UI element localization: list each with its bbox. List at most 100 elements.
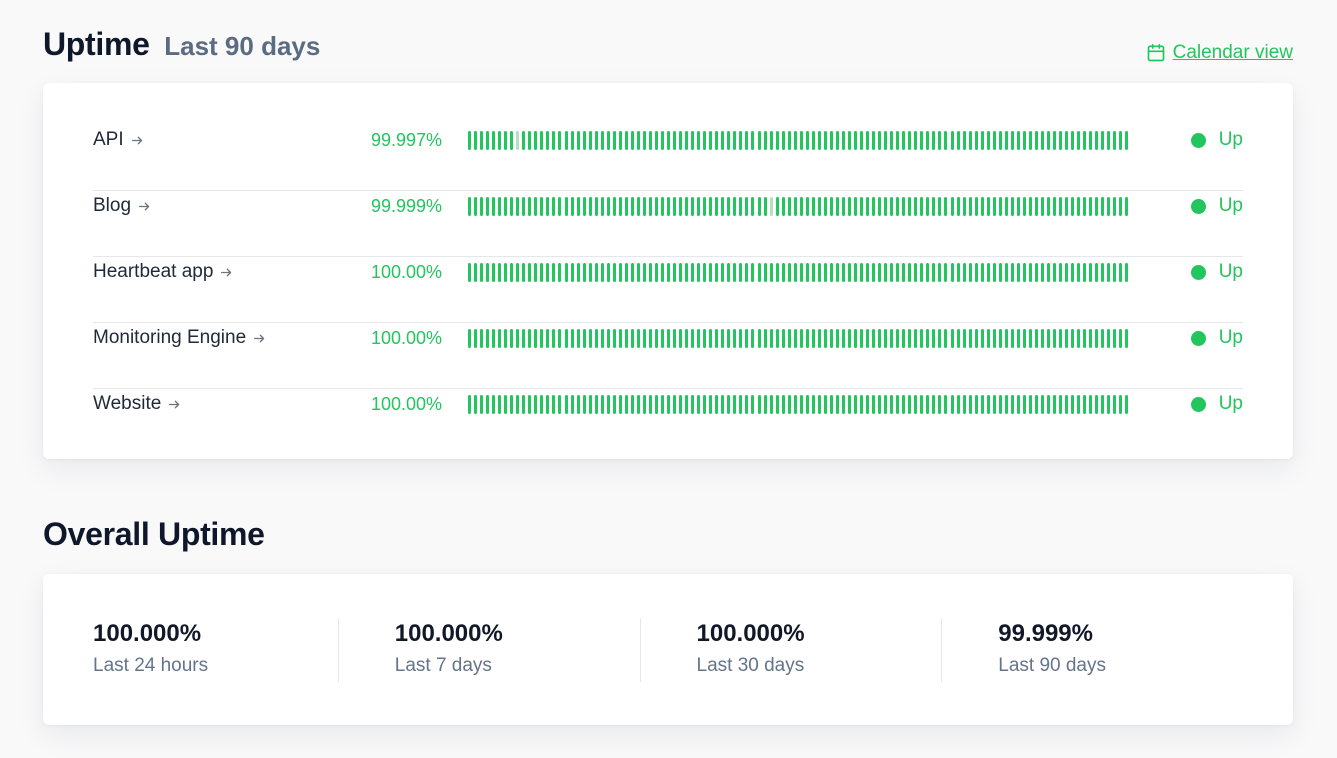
uptime-day-bar[interactable]	[618, 131, 622, 150]
uptime-day-bar[interactable]	[703, 395, 707, 414]
uptime-day-bar[interactable]	[570, 395, 574, 414]
uptime-day-bar[interactable]	[902, 329, 906, 348]
uptime-day-bar[interactable]	[998, 263, 1002, 282]
uptime-day-bar[interactable]	[920, 329, 924, 348]
uptime-day-bar[interactable]	[721, 329, 725, 348]
uptime-day-bar[interactable]	[673, 197, 677, 216]
uptime-day-bar[interactable]	[944, 197, 948, 216]
uptime-day-bar[interactable]	[516, 395, 520, 414]
uptime-day-bar[interactable]	[1022, 131, 1026, 150]
uptime-day-bar[interactable]	[727, 197, 731, 216]
uptime-day-bar[interactable]	[1083, 329, 1087, 348]
uptime-day-bar[interactable]	[510, 197, 514, 216]
uptime-day-bar[interactable]	[860, 131, 864, 150]
uptime-day-bar[interactable]	[1040, 329, 1044, 348]
uptime-day-bar[interactable]	[618, 263, 622, 282]
uptime-day-bar[interactable]	[600, 395, 604, 414]
uptime-day-bar[interactable]	[829, 131, 833, 150]
uptime-day-bar[interactable]	[896, 395, 900, 414]
uptime-day-bar[interactable]	[872, 263, 876, 282]
uptime-day-bar[interactable]	[1071, 197, 1075, 216]
uptime-day-bar[interactable]	[1004, 395, 1008, 414]
calendar-view-link[interactable]: Calendar view	[1146, 42, 1293, 64]
uptime-day-bar[interactable]	[522, 263, 526, 282]
uptime-day-bar[interactable]	[817, 329, 821, 348]
uptime-day-bar[interactable]	[769, 197, 773, 216]
uptime-day-bar[interactable]	[775, 197, 779, 216]
uptime-day-bar[interactable]	[564, 263, 568, 282]
uptime-day-bar[interactable]	[817, 131, 821, 150]
uptime-day-bar[interactable]	[733, 131, 737, 150]
uptime-day-bar[interactable]	[998, 131, 1002, 150]
uptime-day-bar[interactable]	[1065, 197, 1069, 216]
uptime-day-bar[interactable]	[974, 197, 978, 216]
uptime-day-bar[interactable]	[829, 395, 833, 414]
uptime-day-bar[interactable]	[600, 197, 604, 216]
uptime-day-bar[interactable]	[884, 395, 888, 414]
uptime-day-bar[interactable]	[703, 263, 707, 282]
uptime-day-bar[interactable]	[1040, 263, 1044, 282]
uptime-day-bar[interactable]	[546, 329, 550, 348]
uptime-day-bar[interactable]	[570, 263, 574, 282]
uptime-day-bar[interactable]	[986, 131, 990, 150]
uptime-day-bar[interactable]	[727, 263, 731, 282]
uptime-day-bar[interactable]	[540, 131, 544, 150]
uptime-day-bar[interactable]	[492, 263, 496, 282]
uptime-day-bar[interactable]	[1004, 263, 1008, 282]
uptime-day-bar[interactable]	[612, 263, 616, 282]
uptime-day-bar[interactable]	[805, 131, 809, 150]
uptime-day-bar[interactable]	[1022, 263, 1026, 282]
uptime-day-bar[interactable]	[642, 131, 646, 150]
uptime-day-bar[interactable]	[522, 131, 526, 150]
uptime-day-bar[interactable]	[648, 131, 652, 150]
uptime-day-bar[interactable]	[540, 263, 544, 282]
uptime-day-bar[interactable]	[1077, 131, 1081, 150]
uptime-day-bar[interactable]	[968, 131, 972, 150]
uptime-day-bar[interactable]	[648, 329, 652, 348]
uptime-day-bar[interactable]	[564, 395, 568, 414]
uptime-day-bar[interactable]	[516, 197, 520, 216]
uptime-day-bar[interactable]	[1095, 263, 1099, 282]
uptime-day-bar[interactable]	[522, 197, 526, 216]
uptime-day-bar[interactable]	[1004, 329, 1008, 348]
uptime-day-bar[interactable]	[679, 131, 683, 150]
uptime-day-bar[interactable]	[884, 329, 888, 348]
uptime-day-bar[interactable]	[926, 329, 930, 348]
uptime-day-bar[interactable]	[1022, 197, 1026, 216]
uptime-day-bar[interactable]	[962, 329, 966, 348]
uptime-day-bar[interactable]	[721, 131, 725, 150]
uptime-day-bar[interactable]	[679, 197, 683, 216]
uptime-day-bar[interactable]	[854, 263, 857, 282]
uptime-day-bar[interactable]	[745, 329, 749, 348]
uptime-day-bar[interactable]	[890, 263, 894, 282]
uptime-day-bar[interactable]	[902, 197, 906, 216]
uptime-day-bar[interactable]	[811, 263, 815, 282]
uptime-day-bar[interactable]	[1034, 263, 1038, 282]
uptime-day-bar[interactable]	[588, 395, 592, 414]
service-link[interactable]: Monitoring Engine	[93, 326, 266, 350]
uptime-day-bar[interactable]	[980, 197, 984, 216]
uptime-day-bar[interactable]	[636, 131, 640, 150]
uptime-day-bar[interactable]	[1107, 131, 1111, 150]
uptime-day-bar[interactable]	[793, 395, 797, 414]
uptime-day-bar[interactable]	[847, 197, 851, 216]
uptime-day-bar[interactable]	[823, 395, 827, 414]
uptime-day-bar[interactable]	[516, 131, 520, 150]
uptime-day-bar[interactable]	[1113, 197, 1117, 216]
uptime-day-bar[interactable]	[811, 329, 815, 348]
uptime-day-bar[interactable]	[980, 131, 984, 150]
uptime-day-bar[interactable]	[926, 131, 930, 150]
uptime-day-bar[interactable]	[636, 263, 640, 282]
uptime-day-bar[interactable]	[715, 131, 719, 150]
uptime-day-bar[interactable]	[866, 197, 870, 216]
uptime-day-bar[interactable]	[878, 329, 882, 348]
uptime-day-bar[interactable]	[606, 329, 610, 348]
uptime-day-bar[interactable]	[1113, 395, 1117, 414]
uptime-day-bar[interactable]	[926, 263, 930, 282]
uptime-day-bar[interactable]	[1059, 131, 1063, 150]
uptime-day-bar[interactable]	[504, 197, 508, 216]
uptime-day-bar[interactable]	[974, 329, 978, 348]
uptime-day-bar[interactable]	[654, 197, 658, 216]
uptime-day-bar[interactable]	[600, 329, 604, 348]
uptime-day-bar[interactable]	[594, 329, 598, 348]
